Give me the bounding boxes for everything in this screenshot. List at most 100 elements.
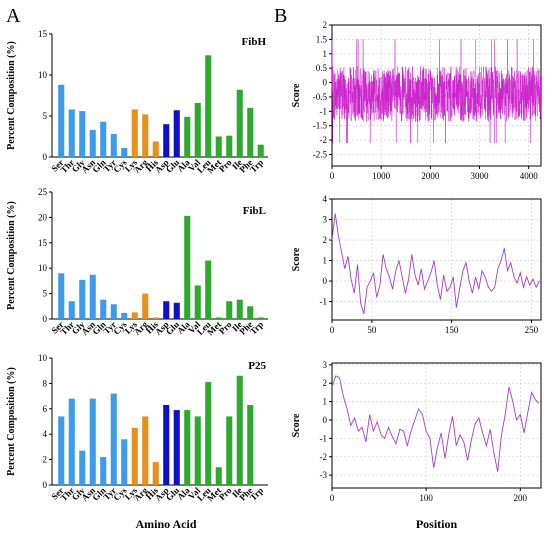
line-chart-1: -2.5 -2 -1.5 -1 -0.5 0 0.5 1 1.5 2 0 1000 2000 3000 40… bbox=[291, 20, 542, 181]
chart-title: FibH bbox=[242, 36, 267, 48]
x-tick-label: 4000 bbox=[520, 171, 539, 181]
bar-phe bbox=[247, 107, 254, 157]
y-tick-label: 2 bbox=[323, 378, 328, 388]
bar-leu bbox=[205, 260, 212, 319]
bar-gln bbox=[100, 121, 107, 157]
y-tick-label: 5 bbox=[43, 111, 48, 121]
bar-gly bbox=[79, 111, 86, 157]
y-tick-label: 4 bbox=[323, 194, 328, 204]
x-axis-label: Position bbox=[416, 517, 458, 531]
bar-ser bbox=[58, 416, 65, 485]
bar-phe bbox=[247, 404, 254, 485]
bar-tyr bbox=[110, 393, 117, 485]
x-tick-label: 250 bbox=[525, 325, 539, 335]
chart-title: FibL bbox=[243, 205, 266, 217]
bar-ile bbox=[236, 375, 243, 485]
bar-chart-p25: 0246810SerThrGlyAsnGlnTyrCysLysArgHisAsp… bbox=[6, 353, 268, 531]
bar-thr bbox=[68, 398, 75, 485]
bar-chart-fibl: 0510152025SerThrGlyAsnGlnTyrCysLysArgHis… bbox=[6, 187, 268, 337]
bar-tyr bbox=[110, 304, 117, 319]
bar-ser bbox=[58, 273, 65, 319]
y-tick-label: 5 bbox=[43, 289, 48, 299]
y-tick-label: 0 bbox=[43, 152, 48, 162]
x-tick-label: 0 bbox=[330, 171, 335, 181]
y-axis-label: Score bbox=[291, 83, 302, 107]
y-tick-label: 6 bbox=[43, 404, 48, 414]
y-tick-label: -3 bbox=[320, 470, 328, 480]
y-tick-label: 0 bbox=[43, 314, 48, 324]
y-tick-label: 1 bbox=[323, 256, 328, 266]
y-tick-label: 10 bbox=[38, 70, 48, 80]
bar-chart-fibh: 051015SerThrGlyAsnGlnTyrCysLysArgHisAspG… bbox=[6, 29, 268, 175]
bar-ala bbox=[184, 215, 191, 319]
y-tick-label: 15 bbox=[38, 29, 48, 39]
y-tick-label: 3 bbox=[323, 215, 328, 225]
series-line bbox=[331, 375, 540, 472]
bar-ser bbox=[58, 84, 65, 157]
y-tick-label: -0.5 bbox=[313, 92, 328, 102]
y-tick-label: 8 bbox=[43, 378, 48, 388]
x-tick-label: 50 bbox=[367, 325, 377, 335]
bar-pro bbox=[226, 135, 233, 157]
bar-met bbox=[215, 136, 222, 157]
bar-val bbox=[194, 285, 201, 319]
y-tick-label: 25 bbox=[38, 187, 48, 197]
bar-lys bbox=[131, 427, 138, 485]
y-tick-label: 2 bbox=[323, 20, 328, 30]
y-tick-label: 0 bbox=[323, 415, 328, 425]
bar-asn bbox=[89, 398, 96, 485]
bar-val bbox=[194, 102, 201, 157]
y-tick-label: 1 bbox=[323, 49, 328, 59]
y-tick-label: 0 bbox=[43, 480, 48, 490]
y-tick-label: -2.5 bbox=[313, 149, 328, 159]
series-line bbox=[331, 39, 542, 144]
plot-frame bbox=[331, 362, 542, 489]
bar-trp bbox=[257, 317, 264, 319]
y-tick-label: -1 bbox=[320, 433, 328, 443]
y-tick-label: 2 bbox=[323, 235, 328, 245]
y-tick-label: 0 bbox=[323, 276, 328, 286]
bar-gly bbox=[79, 450, 86, 485]
bar-his bbox=[152, 141, 159, 157]
bar-asp bbox=[163, 124, 170, 157]
x-tick-label: 0 bbox=[330, 493, 335, 503]
y-tick-label: 2 bbox=[43, 455, 48, 465]
bar-met bbox=[215, 317, 222, 319]
plot-frame bbox=[331, 198, 542, 321]
bar-asn bbox=[89, 274, 96, 319]
y-tick-label: 10 bbox=[38, 353, 48, 363]
bar-ala bbox=[184, 410, 191, 485]
series-line bbox=[331, 213, 540, 314]
bar-ala bbox=[184, 116, 191, 157]
y-axis-label: Percent Composition (%) bbox=[6, 201, 17, 310]
line-chart-2: -1 0 1 2 3 4 0 50 150 250 Score bbox=[291, 194, 542, 335]
bar-glu bbox=[173, 410, 180, 485]
bar-pro bbox=[226, 301, 233, 319]
bar-cys bbox=[121, 439, 128, 485]
y-tick-label: 0 bbox=[323, 78, 328, 88]
x-tick-label: 1000 bbox=[372, 171, 391, 181]
x-axis-label: Amino Acid bbox=[135, 517, 196, 531]
y-tick-label: -2 bbox=[320, 452, 328, 462]
x-tick-label: 100 bbox=[419, 493, 433, 503]
y-tick-label: -1 bbox=[320, 106, 328, 116]
bar-his bbox=[152, 317, 159, 319]
y-tick-label: -2 bbox=[320, 135, 328, 145]
bar-asp bbox=[163, 301, 170, 319]
bar-thr bbox=[68, 301, 75, 319]
bar-asn bbox=[89, 129, 96, 157]
bar-arg bbox=[142, 416, 149, 485]
y-tick-label: 20 bbox=[38, 212, 48, 222]
bar-gln bbox=[100, 299, 107, 319]
y-axis-label: Score bbox=[291, 247, 302, 271]
bar-phe bbox=[247, 306, 254, 319]
x-tick-label: 0 bbox=[330, 325, 335, 335]
y-tick-label: 10 bbox=[38, 263, 48, 273]
bar-gly bbox=[79, 279, 86, 319]
bar-leu bbox=[205, 382, 212, 485]
bar-leu bbox=[205, 55, 212, 157]
y-tick-label: -1 bbox=[320, 297, 328, 307]
panel-letter-a: A bbox=[6, 5, 21, 27]
bar-gln bbox=[100, 457, 107, 485]
